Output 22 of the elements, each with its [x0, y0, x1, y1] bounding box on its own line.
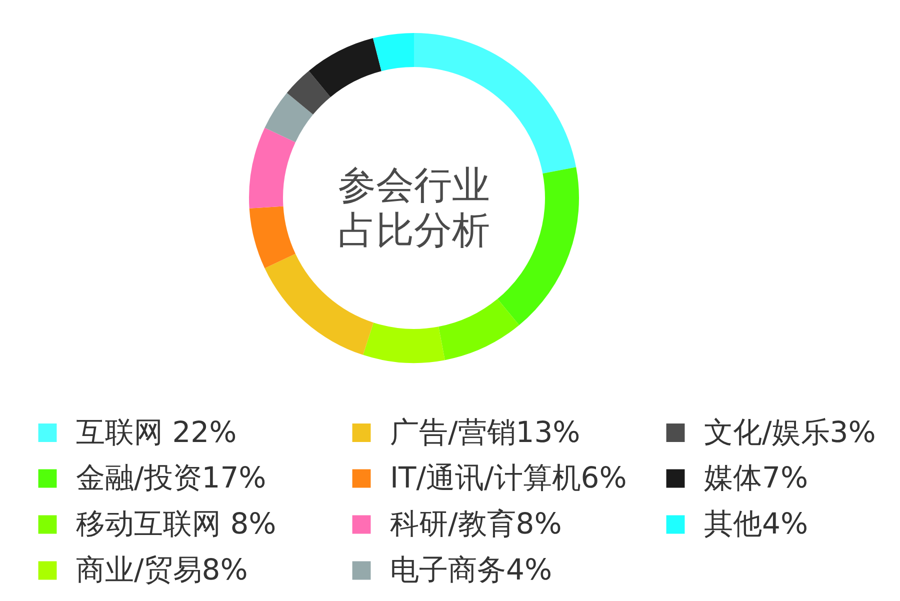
- donut-slice: [308, 38, 382, 98]
- donut-slice: [372, 33, 414, 72]
- legend-label: 其他4%: [704, 506, 808, 540]
- donut-slice: [286, 70, 330, 114]
- legend-label: IT/通讯/计算机6%: [390, 460, 627, 494]
- text: 参会行业占比分析: [338, 163, 490, 252]
- legend-label: 移动互联网 8%: [76, 506, 276, 540]
- donut-slice: [363, 322, 445, 363]
- donut-slice: [249, 206, 296, 268]
- donut-slice: [264, 254, 374, 355]
- legend-label: 科研/教育8%: [390, 506, 562, 540]
- legend-label: 媒体7%: [704, 460, 808, 494]
- legend-label: 电子商务4%: [390, 552, 552, 586]
- legend-label: 金融/投资17%: [76, 460, 266, 494]
- donut-slice: [498, 167, 579, 326]
- legend-label: 文化/娱乐3%: [704, 414, 876, 449]
- donut-slice: [249, 128, 296, 208]
- donut-slice: [438, 298, 520, 360]
- legend-label: 商业/贸易8%: [76, 552, 248, 586]
- donut-slice: [264, 92, 314, 142]
- legend-label: 互联网 22%: [76, 414, 237, 449]
- legend-label: 广告/营销13%: [390, 414, 580, 449]
